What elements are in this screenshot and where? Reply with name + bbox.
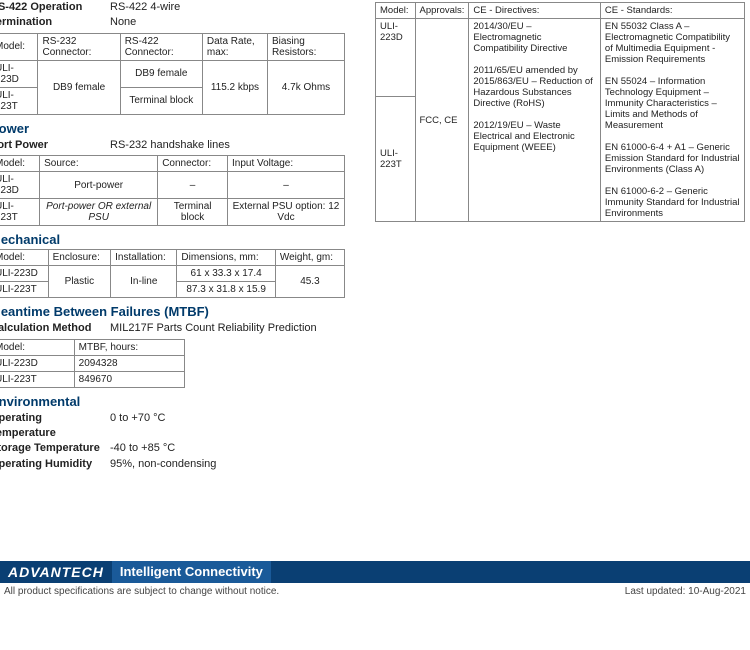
port-power-val: RS-232 handshake lines (110, 138, 345, 153)
mtbf-table: Model: MTBF, hours: ULI-223D 2094328 ULI… (0, 339, 185, 388)
rs422-val: RS-422 4-wire (110, 0, 345, 15)
hum-row: Operating Humidity 95%, non-condensing (0, 457, 345, 472)
cell: Port-power OR external PSU (40, 199, 158, 226)
cell: ULI-223T (0, 371, 74, 387)
th: CE - Directives: (469, 3, 601, 19)
th: Weight, gm: (275, 250, 344, 266)
op-temp-key: Operating Temperature (0, 411, 110, 442)
disclaimer-text: All product specifications are subject t… (4, 586, 279, 597)
brand-logo: ADVANTECH (0, 564, 112, 580)
rs422-key: RS-422 Operation (0, 0, 110, 15)
th: Dimensions, mm: (177, 250, 275, 266)
env-title: Environmental (0, 394, 345, 409)
cell: ULI-223D (376, 19, 416, 97)
mtbf-title: Meantime Between Failures (MTBF) (0, 304, 345, 319)
termination-row: Termination None (0, 15, 345, 30)
st-temp-row: Storage Temperature -40 to +85 °C (0, 441, 345, 456)
compliance-table: Model: Approvals: CE - Directives: CE - … (375, 2, 745, 222)
cell: 87.3 x 31.8 x 15.9 (177, 282, 275, 298)
op-temp-row: Operating Temperature 0 to +70 °C (0, 411, 345, 442)
cell: In-line (111, 266, 177, 298)
mtbf-method-row: Calculation Method MIL217F Parts Count R… (0, 321, 345, 336)
cell: Terminal block (158, 199, 228, 226)
cell: 4.7k Ohms (267, 60, 344, 114)
th: Installation: (111, 250, 177, 266)
th: Model: (376, 3, 416, 19)
th: Connector: (158, 156, 228, 172)
cell: ULI-223T (0, 87, 38, 114)
st-temp-key: Storage Temperature (0, 441, 110, 456)
th: Approvals: (415, 3, 469, 19)
op-temp-val: 0 to +70 °C (110, 411, 345, 442)
th-model: Model: (0, 33, 38, 60)
th: CE - Standards: (600, 3, 744, 19)
cell: FCC, CE (415, 19, 469, 222)
right-column: Model: Approvals: CE - Directives: CE - … (375, 0, 745, 472)
tech-table: Model: RS-232 Connector: RS-422 Connecto… (0, 33, 345, 115)
cell: 61 x 33.3 x 17.4 (177, 266, 275, 282)
power-table: Model: Source: Connector: Input Voltage:… (0, 155, 345, 226)
footer: ADVANTECH Intelligent Connectivity All p… (0, 561, 750, 600)
th: Source: (40, 156, 158, 172)
rs422-op-row: RS-422 Operation RS-422 4-wire (0, 0, 345, 15)
port-power-key: Port Power (0, 138, 110, 153)
st-temp-val: -40 to +85 °C (110, 441, 345, 456)
cell: Plastic (48, 266, 111, 298)
th: Model: (0, 250, 48, 266)
cell: External PSU option: 12 Vdc (227, 199, 344, 226)
term-val: None (110, 15, 345, 30)
cell: 115.2 kbps (202, 60, 267, 114)
mtbf-method-key: Calculation Method (0, 321, 110, 336)
cell: 45.3 (275, 266, 344, 298)
last-updated: Last updated: 10-Aug-2021 (625, 586, 746, 597)
power-title: Power (0, 121, 345, 136)
th-rs422: RS-422 Connector: (120, 33, 202, 60)
th-rate: Data Rate, max: (202, 33, 267, 60)
th: Input Voltage: (227, 156, 344, 172)
th-rs232: RS-232 Connector: (38, 33, 120, 60)
mtbf-method-val: MIL217F Parts Count Reliability Predicti… (110, 321, 345, 336)
cell: ULI-223D (0, 266, 48, 282)
cell: DB9 female (120, 60, 202, 87)
cell: – (158, 172, 228, 199)
port-power-row: Port Power RS-232 handshake lines (0, 138, 345, 153)
term-key: Termination (0, 15, 110, 30)
footer-bar: ADVANTECH Intelligent Connectivity (0, 561, 750, 583)
hum-key: Operating Humidity (0, 457, 110, 472)
cell: ULI-223D (0, 355, 74, 371)
footer-note: All product specifications are subject t… (0, 583, 750, 600)
cell: DB9 female (38, 60, 120, 114)
th: Model: (0, 339, 74, 355)
th: Enclosure: (48, 250, 111, 266)
cell: 849670 (74, 371, 185, 387)
hum-val: 95%, non-condensing (110, 457, 345, 472)
cell: EN 55032 Class A – Electromagnetic Compa… (600, 19, 744, 222)
cell: ULI-223T (0, 282, 48, 298)
mech-table: Model: Enclosure: Installation: Dimensio… (0, 249, 345, 298)
cell: ULI-223T (0, 199, 40, 226)
cell: Terminal block (120, 87, 202, 114)
th-bias: Biasing Resistors: (267, 33, 344, 60)
cell: ULI-223T (376, 97, 416, 222)
th: Model: (0, 156, 40, 172)
mech-title: Mechanical (0, 232, 345, 247)
cell: Port-power (40, 172, 158, 199)
cell: – (227, 172, 344, 199)
th: MTBF, hours: (74, 339, 185, 355)
cell: ULI-223D (0, 60, 38, 87)
cell: 2094328 (74, 355, 185, 371)
left-column: RS-422 Operation RS-422 4-wire Terminati… (0, 0, 345, 472)
brand-tagline: Intelligent Connectivity (112, 561, 271, 583)
cell: ULI-223D (0, 172, 40, 199)
cell: 2014/30/EU – Electromagnetic Compatibili… (469, 19, 601, 222)
